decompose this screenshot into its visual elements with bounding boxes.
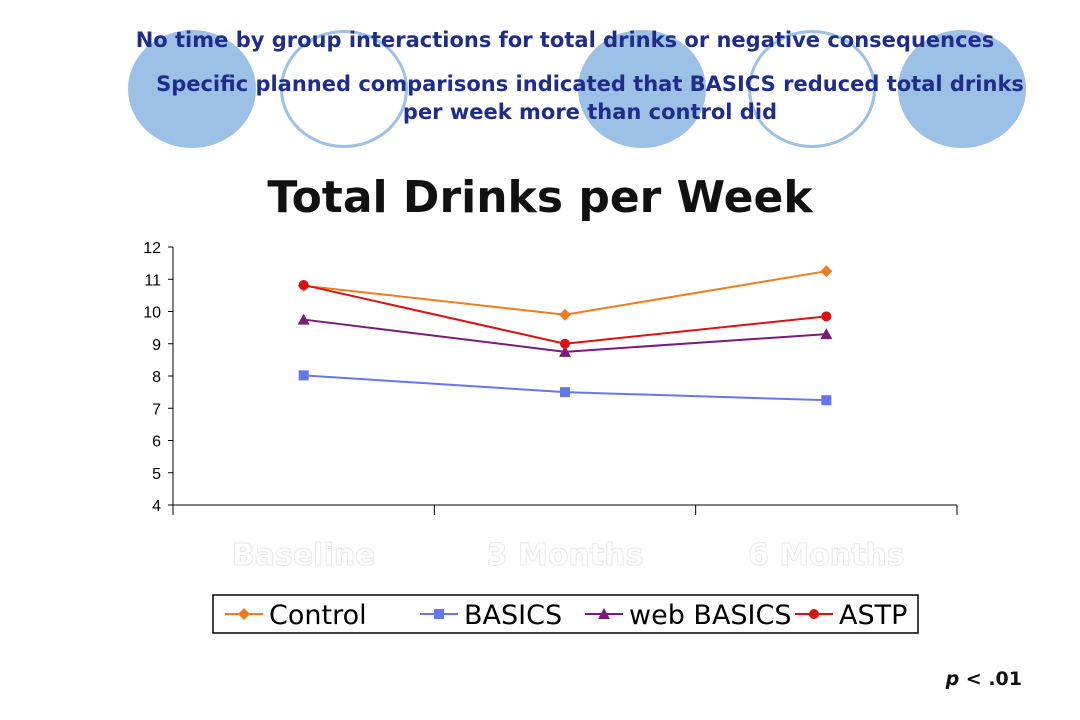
data-point-triangle — [598, 608, 610, 619]
y-tick-label: 7 — [152, 401, 161, 418]
data-point-diamond — [559, 308, 571, 321]
data-point-diamond — [238, 608, 250, 620]
decorative-ring-1 — [280, 30, 408, 148]
data-point-circle — [298, 280, 309, 291]
data-point-diamond — [820, 265, 833, 278]
legend-label: web BASICS — [629, 600, 792, 631]
data-point-triangle — [297, 313, 310, 325]
data-point-circle — [821, 311, 832, 322]
chart-title: Total Drinks per Week — [267, 172, 813, 223]
x-tick-label: 3 Months — [487, 538, 644, 573]
data-point-square — [434, 609, 444, 619]
y-tick-label: 9 — [152, 337, 161, 354]
significance-note: p < .01 — [946, 668, 1022, 690]
legend-label: ASTP — [839, 600, 907, 631]
y-tick-label: 5 — [152, 466, 161, 483]
p-symbol: p — [945, 668, 960, 690]
y-tick-label: 12 — [143, 240, 161, 257]
y-tick-label: 4 — [152, 498, 161, 515]
data-point-square — [560, 387, 570, 398]
series-line — [303, 270, 827, 316]
significance-value: < .01 — [959, 668, 1022, 690]
data-point-square — [821, 395, 832, 406]
x-tick-label: 6 Months — [748, 538, 905, 573]
bullet-no-interactions: No time by group interactions for total … — [135, 28, 995, 52]
x-tick-label: Baseline — [232, 538, 376, 573]
legend-label: BASICS — [464, 600, 562, 631]
data-point-triangle — [559, 345, 571, 357]
bullet-planned-comparisons: Specific planned comparisons indicated t… — [156, 72, 1024, 124]
y-tick-label: 8 — [152, 369, 161, 386]
decorative-circle-1 — [128, 30, 256, 148]
y-tick-label: 6 — [152, 434, 161, 451]
legend-label: Control — [269, 600, 367, 631]
decorative-circle-2 — [578, 30, 706, 148]
y-tick-label: 11 — [144, 272, 161, 289]
data-point-circle — [809, 609, 819, 619]
data-point-circle — [560, 338, 570, 349]
data-point-square — [298, 370, 309, 381]
decorative-ring-2 — [748, 30, 876, 148]
y-tick-label: 10 — [143, 305, 161, 322]
data-point-triangle — [820, 328, 833, 340]
decorative-circle-3 — [898, 30, 1026, 148]
